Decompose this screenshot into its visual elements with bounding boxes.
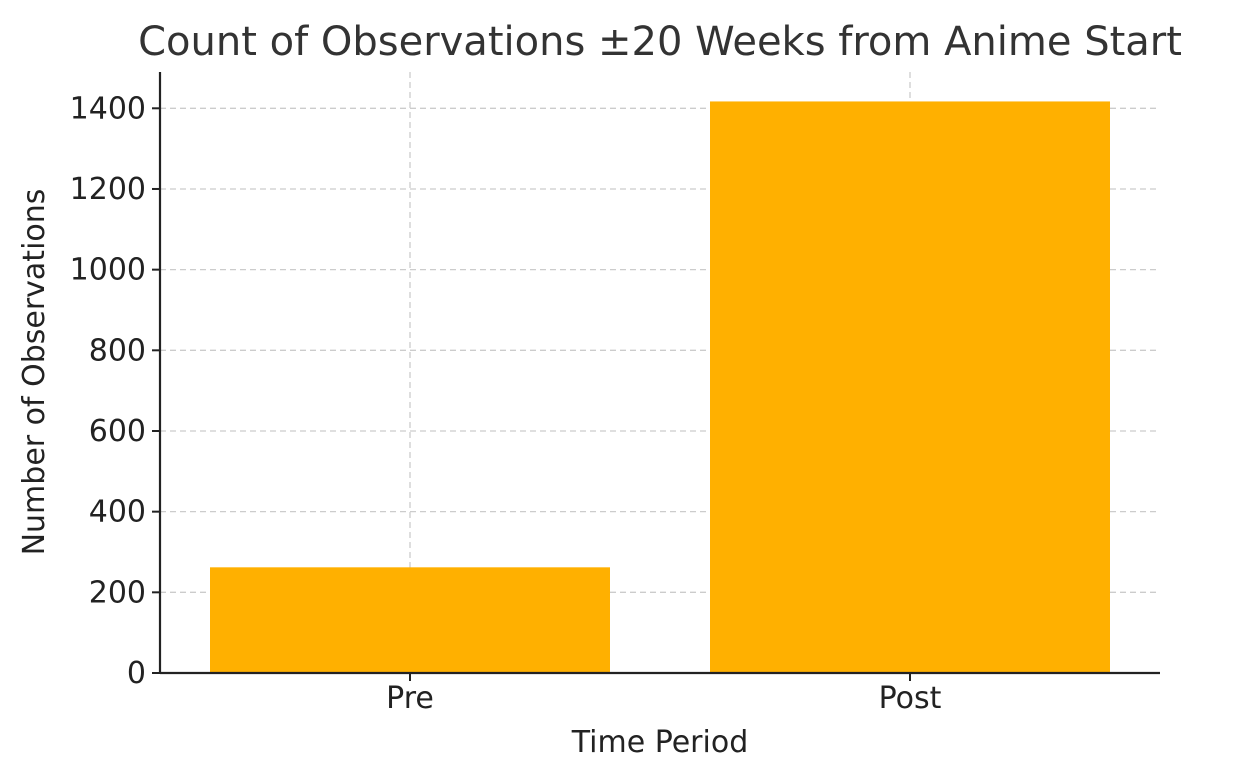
x-axis-label: Time Period xyxy=(571,725,749,760)
chart-title: Count of Observations ±20 Weeks from Ani… xyxy=(138,19,1182,65)
y-tick-label: 1200 xyxy=(70,172,146,207)
y-tick-label: 1000 xyxy=(70,253,146,288)
x-tick-label: Post xyxy=(879,681,942,716)
y-tick-label: 400 xyxy=(89,495,146,530)
y-axis-label: Number of Observations xyxy=(17,189,52,556)
axis-layer: 0 200 400 600 800 1000 1200 1400 Pre Post xyxy=(70,72,1160,716)
y-tick-label: 200 xyxy=(89,575,146,610)
bar-layer xyxy=(210,101,1110,674)
y-tick-label: 0 xyxy=(127,656,146,691)
y-tick-label: 600 xyxy=(89,414,146,449)
bar-pre xyxy=(210,567,610,673)
y-tick-label: 800 xyxy=(89,333,146,368)
bar-post xyxy=(710,101,1110,674)
y-tick-label: 1400 xyxy=(70,91,146,126)
x-tick-label: Pre xyxy=(386,681,434,716)
